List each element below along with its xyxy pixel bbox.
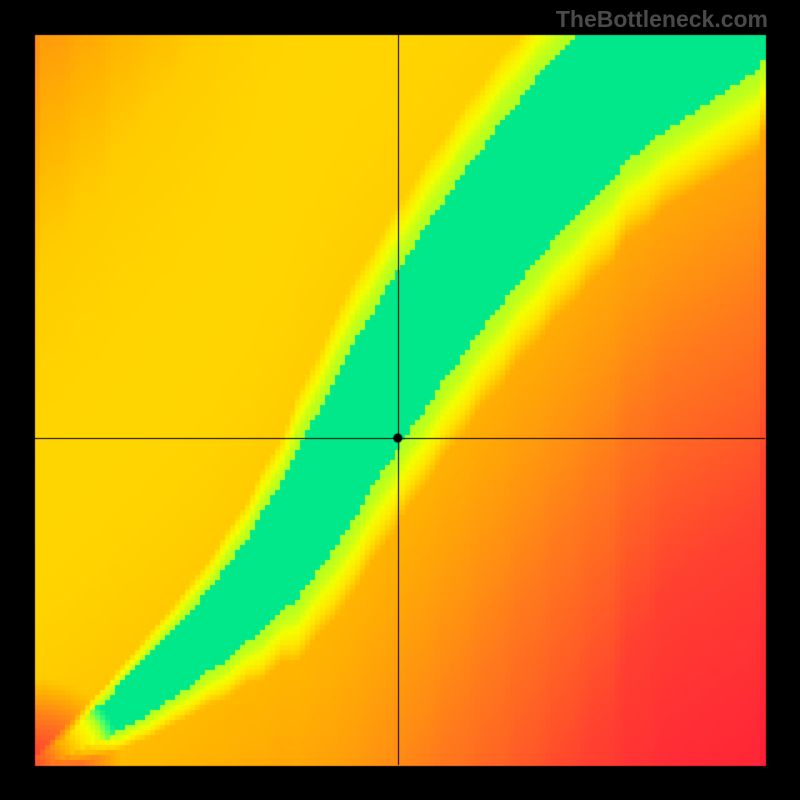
bottleneck-heatmap — [0, 0, 800, 800]
chart-container: TheBottleneck.com — [0, 0, 800, 800]
watermark-text: TheBottleneck.com — [556, 6, 768, 33]
